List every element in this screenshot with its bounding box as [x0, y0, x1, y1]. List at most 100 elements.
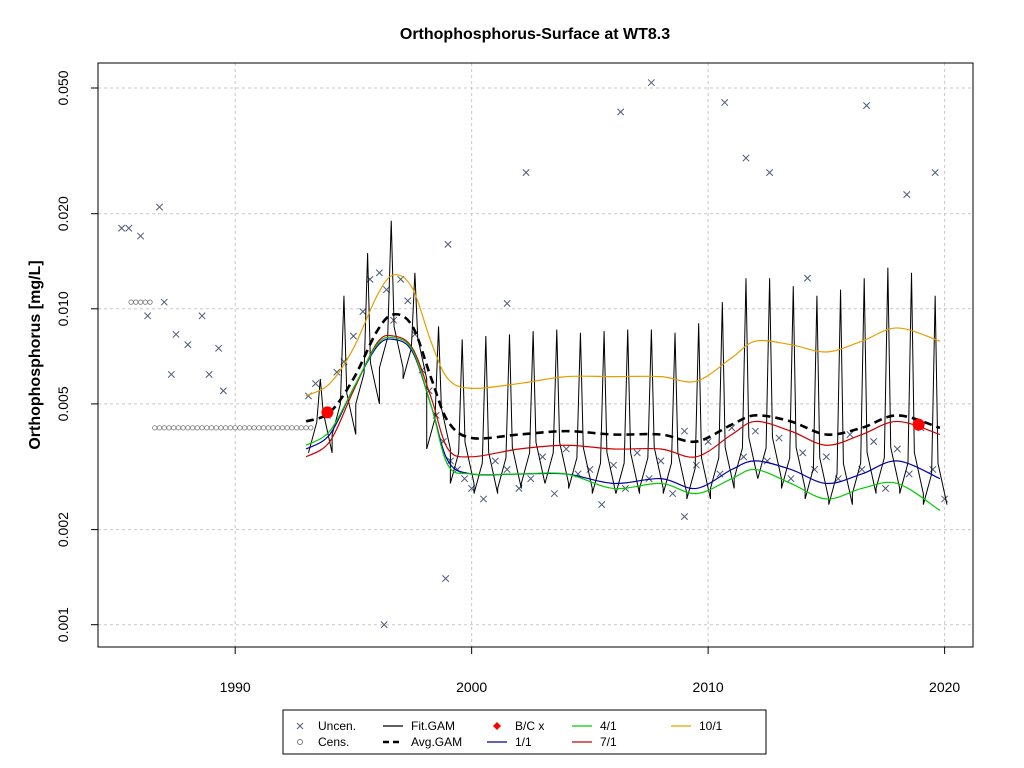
y-tick-label: 0.020: [55, 196, 71, 231]
uncensored-point: [929, 465, 937, 474]
censored-point: [142, 299, 148, 305]
y-tick-label: 0.050: [55, 70, 71, 105]
censored-point: [237, 425, 243, 431]
uncensored-point: [522, 168, 530, 177]
uncensored-point: [442, 574, 450, 583]
legend: Uncen. Cens. Fit.GAM Avg.GAM B/C x 1/1 4/1 7/1 1…: [282, 709, 767, 755]
uncensored-point: [375, 269, 383, 277]
uncensored-point: [822, 453, 830, 461]
uncensored-point: [503, 465, 511, 474]
censored-point: [303, 425, 309, 431]
series-line-7-1: [305, 334, 941, 458]
uncensored-point: [155, 203, 164, 211]
censored-point: [246, 425, 252, 431]
censored-point: [308, 425, 314, 431]
uncensored-point: [491, 457, 499, 465]
uncensored-point: [881, 484, 890, 492]
x-tick-label: 2000: [456, 679, 487, 695]
uncensored-point: [931, 168, 939, 177]
censored-point: [294, 425, 300, 431]
censored-point: [227, 425, 234, 431]
uncensored-point: [893, 445, 901, 453]
uncensored-point: [550, 490, 558, 498]
uncensored-point: [692, 461, 700, 469]
legend-label: 7/1: [600, 735, 617, 749]
uncensored-point: [333, 368, 341, 376]
legend-label: B/C x: [515, 719, 544, 733]
y-axis-label: Orthophosphorus [mg/L]: [27, 260, 44, 449]
uncensored-point: [669, 490, 677, 498]
uncensored-point: [562, 445, 570, 453]
censored-point: [279, 425, 286, 431]
uncensored-point: [766, 168, 774, 177]
censored-point: [218, 425, 224, 431]
censored-point: [180, 425, 186, 431]
uncensored-point: [903, 190, 911, 199]
uncensored-point: [205, 370, 213, 378]
censored-point: [156, 425, 163, 431]
censored-point: [256, 425, 262, 431]
censored-point: [137, 299, 144, 305]
censored-point: [242, 425, 248, 431]
uncensored-point: [799, 449, 807, 457]
legend-box: [282, 709, 767, 755]
uncensored-point: [198, 312, 206, 320]
x-tick-label: 1990: [220, 679, 251, 695]
uncensored-point: [716, 470, 724, 478]
uncensored-point: [461, 475, 469, 483]
uncensored-point: [527, 475, 535, 483]
bc-point: [321, 406, 334, 419]
censored-point: [133, 299, 139, 305]
censored-point: [260, 425, 267, 431]
uncensored-point: [863, 101, 871, 110]
uncensored-point: [125, 224, 133, 232]
uncensored-point: [539, 453, 547, 461]
y-tick-label: 0.001: [55, 607, 71, 642]
censored-point: [161, 425, 167, 431]
censored-point: [270, 425, 276, 431]
uncensored-point: [349, 332, 357, 340]
chart-title: Orthophosphorus-Surface at WT8.3: [400, 26, 670, 43]
censored-point: [175, 425, 182, 431]
x-tick-label: 2020: [929, 679, 960, 695]
y-tick-label: 0.005: [55, 386, 71, 421]
uncensored-point: [680, 512, 689, 521]
fit-gam-line: [307, 220, 948, 505]
series-line-10-1: [305, 274, 941, 397]
censored-point: [152, 425, 158, 431]
uncensored-point: [803, 274, 812, 282]
censored-point: [185, 425, 191, 431]
uncensored-point: [609, 461, 618, 469]
uncensored-point: [787, 475, 795, 483]
censored-point: [265, 425, 271, 431]
avg-gam-line: [305, 312, 941, 444]
uncensored-point: [144, 312, 152, 320]
uncensored-point: [137, 232, 145, 240]
uncensored-point: [657, 457, 665, 465]
uncensored-point: [444, 240, 452, 248]
uncensored-point: [380, 621, 388, 629]
axes: 1990 2000 2010 2020 0.001 0.002 0.005 0.010 0.02…: [55, 70, 960, 695]
uncensored-point: [172, 330, 180, 338]
y-tick-label: 0.002: [55, 512, 71, 547]
uncensored-point: [775, 434, 783, 442]
censored-point: [204, 425, 210, 431]
uncensored-point: [633, 449, 641, 457]
censored-point: [251, 425, 257, 431]
censored-point: [189, 425, 196, 431]
legend-label: 1/1: [515, 735, 532, 749]
uncensored-point: [219, 387, 227, 395]
uncensored-point: [167, 370, 175, 378]
plot-frame: [97, 62, 974, 648]
censored-point: [199, 425, 205, 431]
censored-point: [166, 425, 172, 431]
legend-label: 4/1: [600, 719, 617, 733]
censored-point: [284, 425, 290, 431]
grid: [98, 63, 973, 647]
legend-label: Fit.GAM: [411, 719, 455, 733]
uncensored-point: [215, 344, 223, 352]
uncensored-point: [870, 438, 878, 446]
censored-point: [171, 425, 177, 431]
censored-point: [275, 425, 281, 431]
